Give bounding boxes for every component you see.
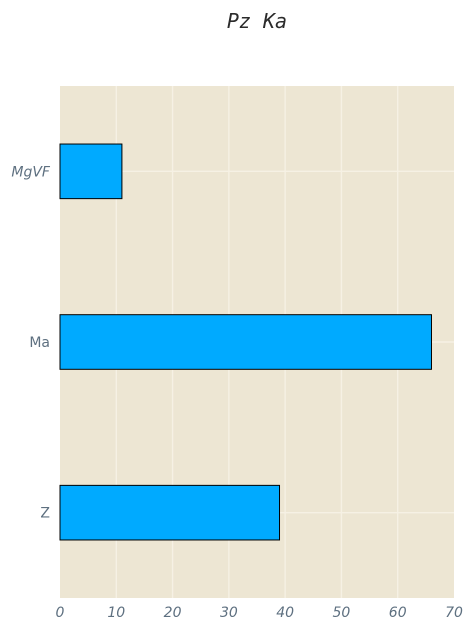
bar-mgvf [59,143,123,200]
bar-ma [59,314,432,370]
x-tick-labels: 0 10 20 30 40 50 60 70 [56,605,463,621]
y-tick-labels: MgVF Ma Z [11,164,51,521]
y-tick-label: Z [40,506,50,522]
bar-z [59,484,281,541]
x-tick-label: 40 [276,605,294,621]
y-tick-label: MgVF [11,164,51,180]
bars [59,143,432,541]
chart-title: Pz Ka [227,9,287,33]
x-tick-label: 10 [107,605,125,621]
x-tick-label: 30 [220,605,238,621]
x-tick-label: 20 [164,605,182,621]
y-tick-label: Ma [29,335,50,351]
x-tick-label: 50 [333,605,351,621]
x-tick-label: 60 [389,605,407,621]
x-tick-label: 70 [445,605,463,621]
x-tick-label: 0 [56,605,65,621]
